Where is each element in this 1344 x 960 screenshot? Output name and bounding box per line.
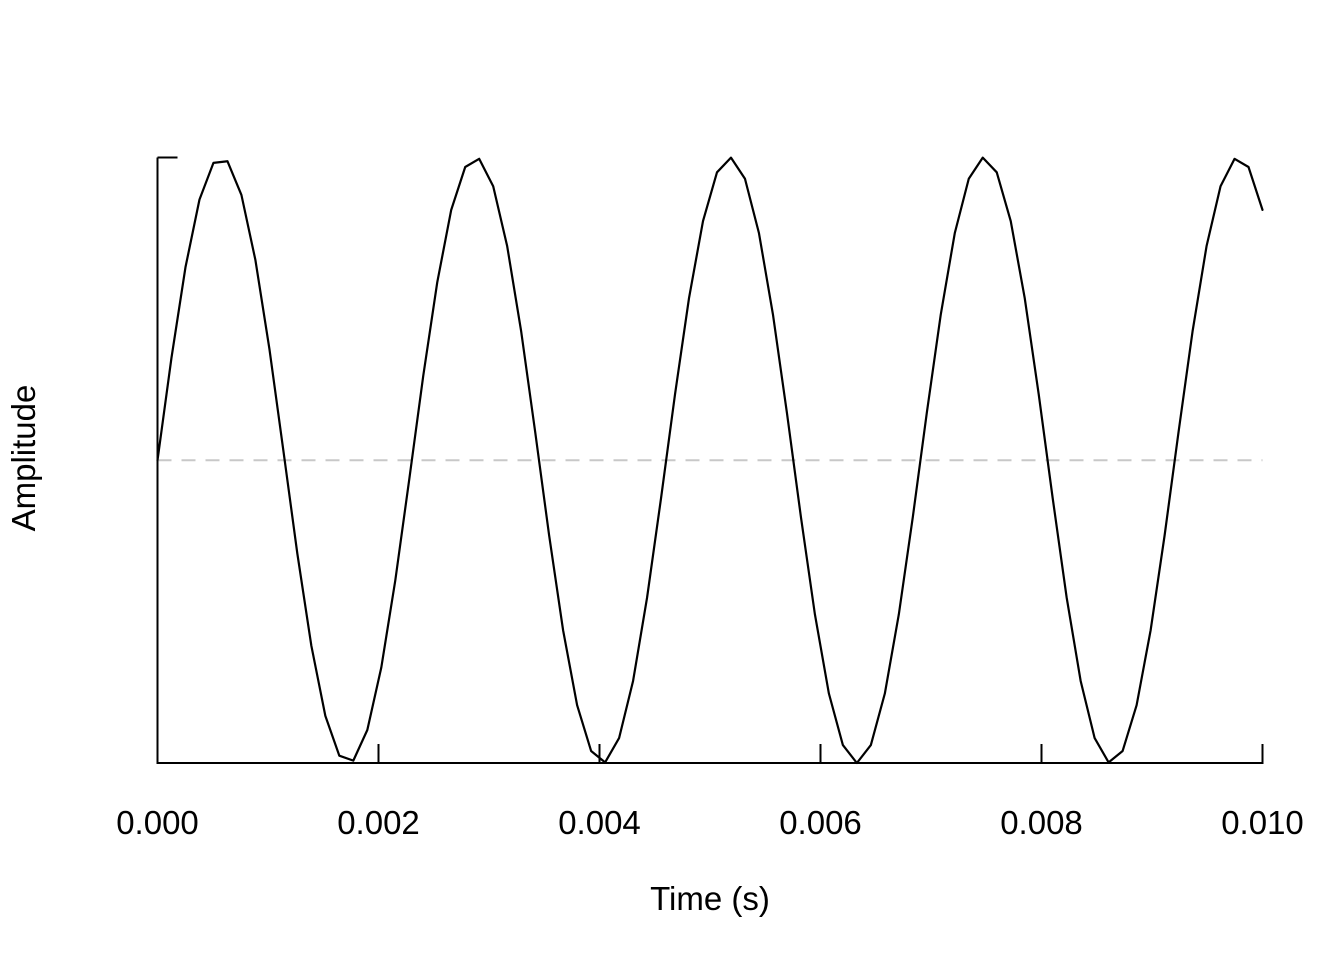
svg-text:0.002: 0.002: [337, 804, 420, 841]
svg-text:Amplitude: Amplitude: [5, 385, 42, 532]
svg-text:0.000: 0.000: [116, 804, 199, 841]
svg-text:0.010: 0.010: [1221, 804, 1304, 841]
svg-text:0.008: 0.008: [1000, 804, 1083, 841]
svg-text:Time (s): Time (s): [650, 880, 770, 917]
svg-text:0.006: 0.006: [779, 804, 862, 841]
svg-text:0.004: 0.004: [558, 804, 641, 841]
